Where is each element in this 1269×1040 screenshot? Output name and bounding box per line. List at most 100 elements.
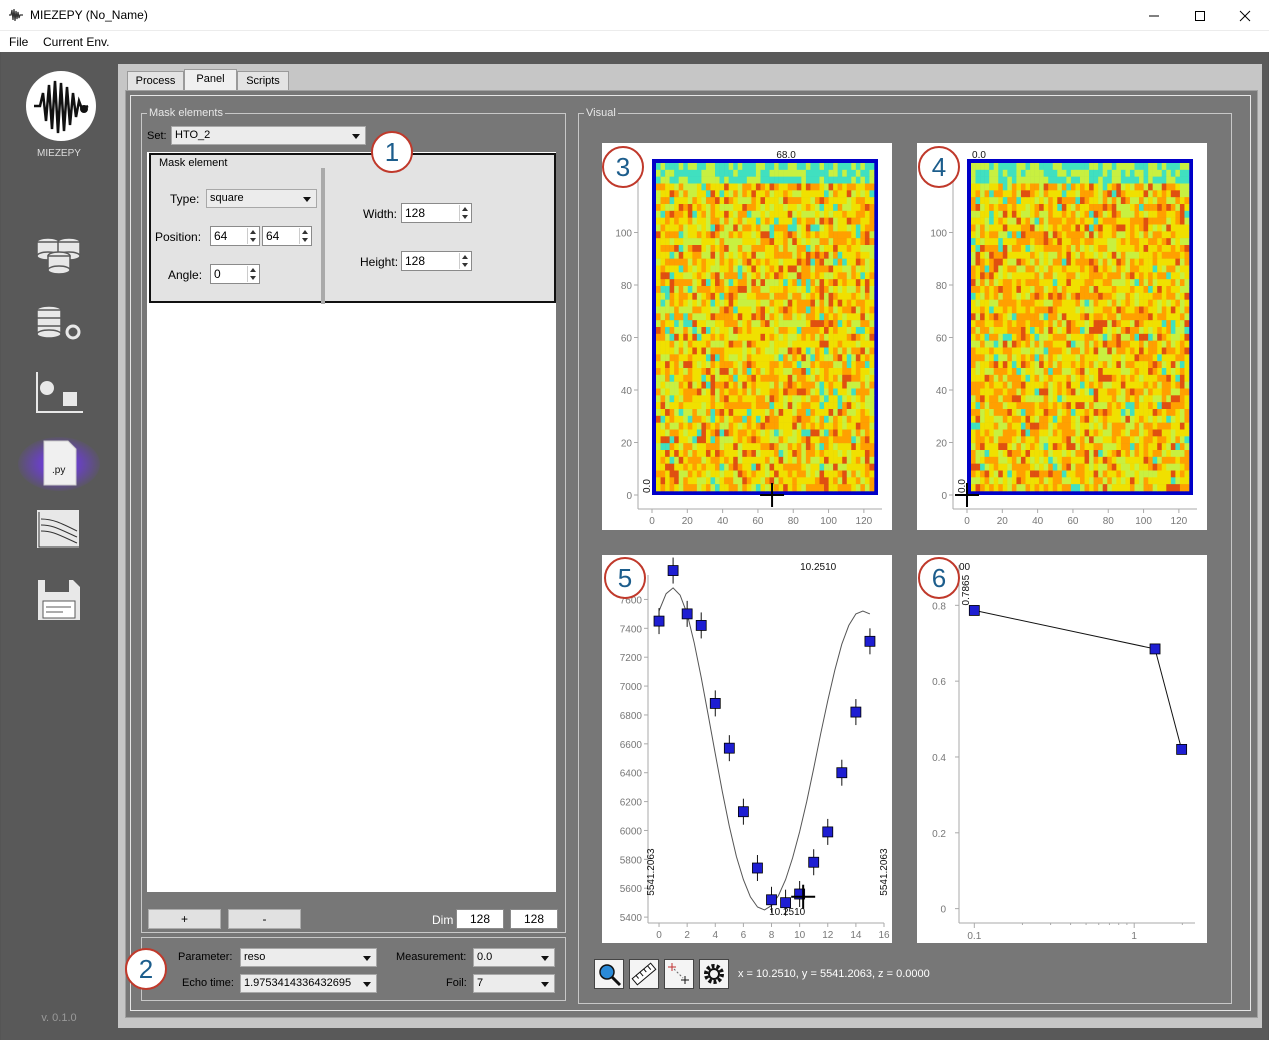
echo-time-combo[interactable]: 1.9753414336432695 bbox=[240, 974, 377, 993]
settings-tool-button[interactable] bbox=[699, 959, 729, 989]
zoom-tool-button[interactable] bbox=[594, 959, 624, 989]
heatmap-cell bbox=[1098, 484, 1104, 492]
heatmap-cell bbox=[719, 183, 725, 191]
heatmap-cell bbox=[1152, 258, 1158, 266]
parameter-combo[interactable]: reso bbox=[240, 948, 377, 967]
heatmap-cell bbox=[1070, 313, 1076, 321]
spin-arrows-icon[interactable] bbox=[459, 205, 470, 221]
mask-element-title: Mask element bbox=[159, 157, 228, 169]
heatmap-cell bbox=[851, 456, 857, 464]
plot-panel-3[interactable]: 0 20 40 60 80 100 120 0 20 40 60 80 100 68.0 0.0 bbox=[602, 143, 892, 530]
heatmap-cell bbox=[1084, 204, 1090, 212]
heatmap-cell bbox=[1016, 190, 1022, 198]
foil-combo[interactable]: 7 bbox=[473, 974, 555, 993]
heatmap-cell bbox=[805, 190, 811, 198]
heatmap-cell bbox=[842, 210, 848, 218]
heatmap-cell bbox=[1139, 436, 1144, 444]
heatmap-cell bbox=[1080, 368, 1085, 376]
heatmap-cell bbox=[1007, 204, 1013, 212]
add-element-button[interactable]: + bbox=[148, 909, 221, 929]
heatmap-cell bbox=[1057, 163, 1063, 171]
splitter-handle[interactable] bbox=[321, 168, 325, 304]
heatmap-cell bbox=[669, 361, 675, 369]
heatmap-cell bbox=[1129, 286, 1135, 294]
dim-y-field[interactable]: 128 bbox=[510, 909, 558, 929]
heatmap-cell bbox=[1030, 470, 1035, 478]
remove-element-button[interactable]: - bbox=[228, 909, 301, 929]
crosshair-tool-button[interactable] bbox=[664, 959, 694, 989]
position-x-spinbox[interactable]: 64 bbox=[210, 226, 260, 246]
heatmap-cell bbox=[975, 265, 981, 273]
title-bar[interactable]: MIEZEPY (No_Name) bbox=[0, 0, 1269, 31]
plot-panel-4[interactable]: 0 20 40 60 80 100 120 0 20 40 60 80 100 0.0 0.0 bbox=[917, 143, 1207, 530]
heatmap-cell bbox=[796, 190, 802, 198]
dim-x-field[interactable]: 128 bbox=[456, 909, 504, 929]
spin-arrows-icon[interactable] bbox=[299, 228, 310, 244]
heatmap-cell bbox=[805, 204, 811, 212]
heatmap-cell bbox=[833, 333, 838, 341]
minimize-button[interactable] bbox=[1131, 0, 1177, 31]
menu-current-env[interactable]: Current Env. bbox=[43, 35, 110, 49]
heatmap-cell bbox=[1107, 306, 1113, 314]
tab-scripts[interactable]: Scripts bbox=[237, 71, 289, 91]
heatmap-cell bbox=[728, 320, 734, 328]
menu-file[interactable]: File bbox=[9, 35, 29, 49]
heatmap-cell bbox=[1102, 258, 1108, 266]
maximize-button[interactable] bbox=[1177, 0, 1223, 31]
heatmap-cell bbox=[687, 320, 693, 328]
heatmap-cell bbox=[737, 422, 743, 430]
measurement-combo[interactable]: 0.0 bbox=[473, 948, 555, 967]
heatmap-cell bbox=[984, 320, 990, 328]
heatmap-cell bbox=[1116, 163, 1122, 171]
width-spinbox[interactable]: 128 bbox=[401, 203, 472, 223]
angle-spinbox[interactable]: 0 bbox=[210, 264, 260, 284]
heatmap-cell bbox=[787, 224, 793, 232]
heatmap-cell bbox=[1034, 422, 1040, 430]
heatmap-cell bbox=[778, 456, 784, 464]
position-y-spinbox[interactable]: 64 bbox=[262, 226, 312, 246]
heatmap-cell bbox=[1030, 251, 1035, 259]
heatmap-cell bbox=[824, 231, 829, 239]
ruler-tool-button[interactable] bbox=[629, 959, 659, 989]
heatmap-cell bbox=[678, 272, 684, 280]
height-spinbox[interactable]: 128 bbox=[401, 251, 472, 271]
tab-process[interactable]: Process bbox=[127, 71, 184, 91]
sidebar-env-button[interactable] bbox=[33, 302, 85, 348]
plot-panel-5[interactable]: 0 2 4 6 8 10 12 14 16 5400 5600 5800 6000 6200 6400 660… bbox=[602, 555, 892, 943]
heatmap-cell bbox=[869, 443, 875, 451]
heatmap-cell bbox=[1157, 265, 1163, 273]
heatmap-cell bbox=[993, 169, 999, 177]
spin-arrows-icon[interactable] bbox=[247, 228, 258, 244]
type-combo[interactable]: square bbox=[206, 189, 317, 208]
plot-panel-6[interactable]: 0.1 1 0 0.2 0.4 0.6 0.8 00 0.7865 bbox=[917, 555, 1207, 943]
sidebar-data-button[interactable] bbox=[33, 232, 85, 278]
heatmap-cell bbox=[1161, 258, 1167, 266]
heatmap-cell bbox=[656, 183, 661, 191]
heatmap-cell bbox=[1080, 443, 1085, 451]
heatmap-cell bbox=[1120, 463, 1126, 471]
heatmap-cell bbox=[665, 224, 670, 232]
heatmap-cell bbox=[828, 245, 834, 253]
tab-panel[interactable]: Panel bbox=[184, 69, 237, 92]
sidebar-visual-button[interactable] bbox=[33, 507, 85, 553]
spin-arrows-icon[interactable] bbox=[247, 266, 258, 282]
sidebar-save-button[interactable] bbox=[33, 577, 85, 623]
spin-arrows-icon[interactable] bbox=[459, 253, 470, 269]
heatmap-cell bbox=[984, 422, 990, 430]
set-combo[interactable]: HTO_2 bbox=[171, 126, 366, 145]
data-point bbox=[752, 862, 763, 874]
heatmap-cell bbox=[710, 429, 716, 437]
heatmap-cell bbox=[765, 381, 770, 389]
close-button[interactable] bbox=[1222, 0, 1268, 31]
heatmap-cell bbox=[805, 258, 811, 266]
sidebar-mask-button[interactable] bbox=[33, 370, 85, 416]
heatmap-cell bbox=[1052, 169, 1058, 177]
heatmap-cell bbox=[1129, 163, 1135, 171]
scatter-plot-5[interactable]: 0 2 4 6 8 10 12 14 16540056005800600062006400660… bbox=[602, 555, 892, 943]
heatmap-cell bbox=[728, 361, 734, 369]
heatmap-cell bbox=[737, 368, 743, 376]
sidebar-script-button[interactable]: .py bbox=[18, 437, 100, 491]
